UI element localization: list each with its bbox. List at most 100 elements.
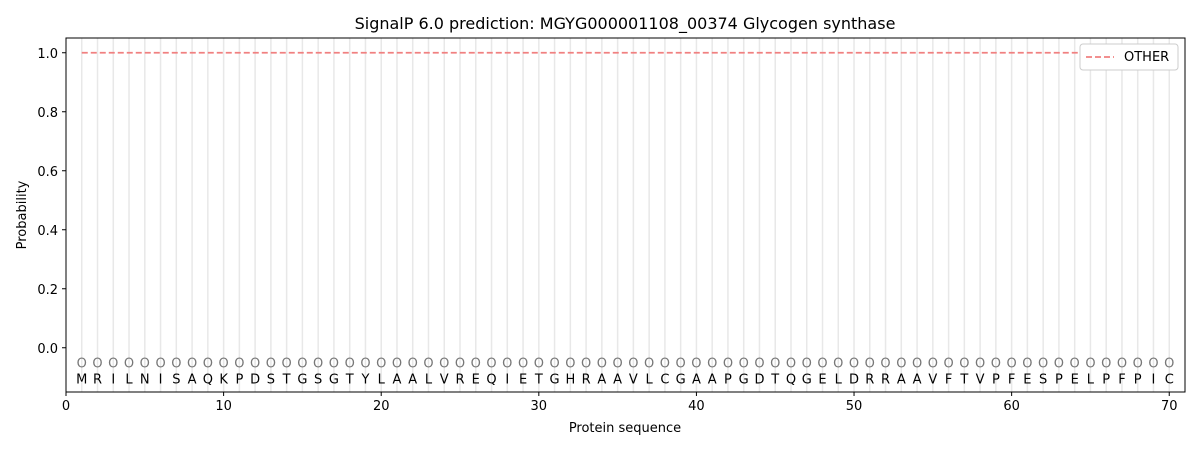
residue-letter: P [1102,372,1110,387]
residue-letter: F [1008,372,1015,387]
residue-label-marker: O [1133,357,1143,372]
residue-label-marker: O [266,357,276,372]
residue-label-marker: O [108,357,118,372]
residue-label-marker: O [345,357,355,372]
residue-label-marker: O [565,357,575,372]
residue-label-marker: O [455,357,465,372]
residue-label-marker: O [549,357,559,372]
residue-label-marker: O [408,357,418,372]
residue-letter: S [172,372,180,387]
residue-letter: I [1152,372,1156,387]
residue-letter: A [393,372,402,387]
residue-label-marker: O [218,357,228,372]
residue-letter: Q [786,372,796,387]
residue-label-marker: O [1117,357,1127,372]
residue-letter: G [329,372,339,387]
x-tick-label: 70 [1161,399,1178,414]
residue-label-marker: O [1007,357,1017,372]
residue-letter: N [140,372,150,387]
residue-letter: L [835,372,843,387]
residue-letter: F [945,372,952,387]
residue-label-marker: O [644,357,654,372]
residue-letter: R [865,372,874,387]
residue-label-marker: O [92,357,102,372]
residue-letter: V [440,372,449,387]
residue-letter: L [425,372,433,387]
residue-label-marker: O [1085,357,1095,372]
residue-letter: I [111,372,115,387]
residue-label-marker: O [928,357,938,372]
residue-label-marker: O [329,357,339,372]
residue-letter: S [314,372,322,387]
residue-label-marker: O [155,357,165,372]
residue-gridlines [81,38,1170,392]
x-tick-label: 30 [531,399,548,414]
residue-letter: R [455,372,464,387]
residue-letter: L [1087,372,1095,387]
residue-letter: P [724,372,732,387]
residue-letter: S [267,372,275,387]
residue-letter: E [818,372,826,387]
residue-label-marker: O [1164,357,1174,372]
residue-letter: D [849,372,859,387]
residue-letter: V [976,372,985,387]
residue-letter: Q [203,372,213,387]
x-tick-label: 50 [846,399,863,414]
residue-label-marker: O [1070,357,1080,372]
residue-letter: A [897,372,906,387]
residue-label-marker: O [486,357,496,372]
residue-letter: I [159,372,163,387]
residue-letter: A [913,372,922,387]
residue-letter: A [708,372,717,387]
residue-letter: D [754,372,764,387]
residue-label-marker: O [896,357,906,372]
residue-label-marker: O [392,357,402,372]
residue-label-marker: O [849,357,859,372]
residue-label-marker: O [802,357,812,372]
x-axis-ticks: 0 10 20 30 40 50 60 70 [62,392,1178,414]
residue-label-marker: O [360,357,370,372]
residue-letter: R [582,372,591,387]
residue-letter: T [959,372,968,387]
residue-letter: G [297,372,307,387]
residue-label-marker: O [880,357,890,372]
residue-letter: A [597,372,606,387]
plot-frame [65,37,1186,393]
residue-label-marker: O [991,357,1001,372]
residue-label-marker: O [817,357,827,372]
residue-label-marker: O [1148,357,1158,372]
residue-layer: OMOROIOLONOIOSOAOQOKOPODOSOTOGOSOGOTOYOL… [76,357,1174,388]
residue-letter: E [1071,372,1079,387]
residue-letter: E [519,372,527,387]
x-tick-label: 40 [688,399,705,414]
residue-label-marker: O [786,357,796,372]
residue-letter: T [282,372,291,387]
residue-label-marker: O [502,357,512,372]
x-axis-label: Protein sequence [569,421,681,436]
residue-label-marker: O [770,357,780,372]
residue-label-marker: O [865,357,875,372]
residue-label-marker: O [1101,357,1111,372]
residue-letter: I [505,372,509,387]
residue-letter: R [93,372,102,387]
residue-label-marker: O [518,357,528,372]
residue-label-marker: O [124,357,134,372]
residue-letter: P [1134,372,1142,387]
residue-letter: A [692,372,701,387]
residue-letter: E [472,372,480,387]
residue-label-marker: O [1054,357,1064,372]
residue-letter: M [76,372,87,387]
legend-box [1079,43,1179,71]
residue-letter: T [770,372,779,387]
x-tick-label: 20 [373,399,390,414]
residue-label-marker: O [833,357,843,372]
residue-letter: H [565,372,575,387]
residue-label-marker: O [187,357,197,372]
residue-label-marker: O [203,357,213,372]
x-tick-label: 60 [1003,399,1020,414]
residue-label-marker: O [313,357,323,372]
residue-label-marker: O [975,357,985,372]
residue-label-marker: O [723,357,733,372]
residue-label-marker: O [297,357,307,372]
residue-label-marker: O [471,357,481,372]
